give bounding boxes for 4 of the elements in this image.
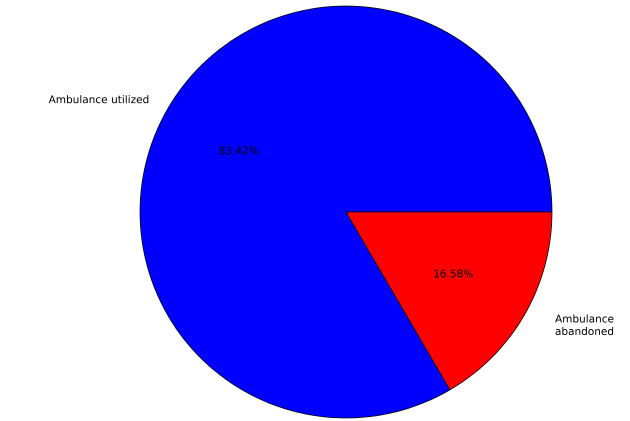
data-label: 16.58% <box>434 270 473 278</box>
slice-label: Ambulance abandoned <box>555 314 614 336</box>
slice-label: Ambulance utilized <box>48 95 148 104</box>
data-label: 83.42% <box>219 146 258 154</box>
